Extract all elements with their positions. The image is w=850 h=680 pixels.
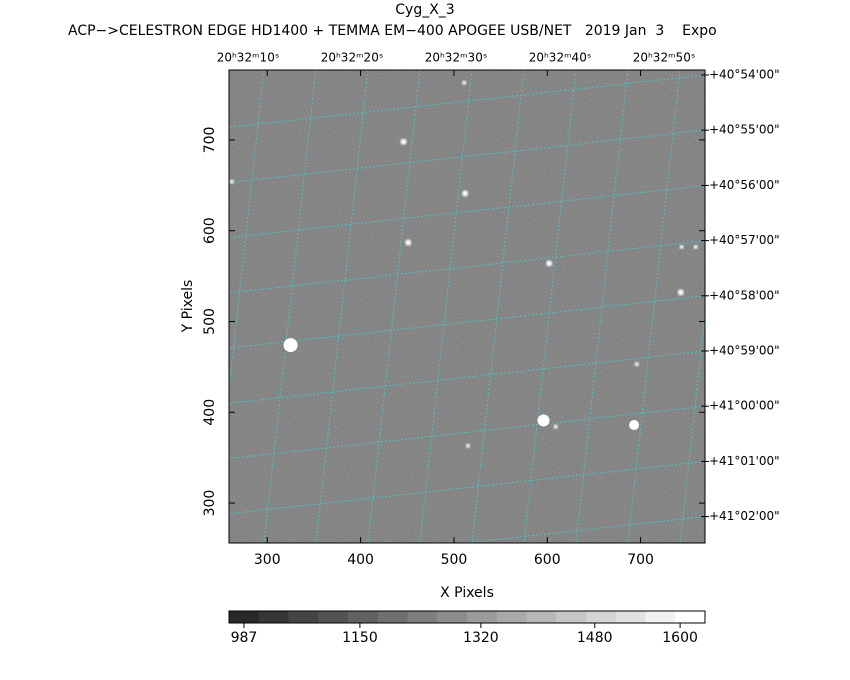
star <box>405 239 412 246</box>
dec-label: +40°54'00" <box>709 68 780 82</box>
colorbar-segment <box>258 611 289 623</box>
chart-title: Cyg_X_3 <box>395 2 454 18</box>
ra-label: 20ʰ32ᵐ30ˢ <box>425 51 488 65</box>
ra-grid-line <box>679 310 705 543</box>
x-tick-label: 700 <box>627 552 654 568</box>
ra-label: 20ʰ32ᵐ20ˢ <box>321 51 384 65</box>
dec-label: +41°01'00" <box>709 454 780 468</box>
ra-label: 20ʰ32ᵐ10ˢ <box>217 51 280 65</box>
colorbar-segment <box>556 611 587 623</box>
star <box>462 190 469 197</box>
colorbar-segment <box>645 611 676 623</box>
y-tick-label: 500 <box>202 308 218 335</box>
ra-grid-line <box>575 70 629 543</box>
colorbar-tick-label: 1150 <box>342 630 378 646</box>
colorbar-segment <box>348 611 379 623</box>
star <box>537 414 550 427</box>
colorbar-segment <box>615 611 646 623</box>
star <box>465 443 470 448</box>
x-tick-label: 600 <box>534 552 561 568</box>
colorbar-segment <box>437 611 468 623</box>
dec-label: +40°55'00" <box>709 123 780 137</box>
x-tick-label: 400 <box>347 552 374 568</box>
dec-label: +40°58'00" <box>709 288 780 302</box>
y-axis-label: Y Pixels <box>180 280 196 334</box>
ra-grid-line <box>263 70 317 543</box>
colorbar-segment <box>586 611 617 623</box>
star <box>634 362 639 367</box>
star <box>283 338 298 353</box>
y-tick-label: 400 <box>202 399 218 426</box>
colorbar-tick-label: 1480 <box>577 630 613 646</box>
colorbar-tick-label: 987 <box>231 630 258 646</box>
dec-label: +40°57'00" <box>709 233 780 247</box>
colorbar-segment <box>377 611 408 623</box>
star <box>677 289 684 296</box>
colorbar-segment <box>496 611 527 623</box>
star <box>679 245 684 250</box>
colorbar-segment <box>229 611 260 623</box>
grid <box>229 70 705 543</box>
colorbar-segment <box>526 611 557 623</box>
x-axis-label: X Pixels <box>440 585 494 601</box>
ra-grid-line <box>419 70 473 543</box>
colorbar-segment <box>318 611 349 623</box>
star <box>400 138 407 145</box>
plot-frame <box>228 69 706 544</box>
ra-label: 20ʰ32ᵐ40ˢ <box>529 51 592 65</box>
x-tick-label: 500 <box>441 552 468 568</box>
y-tick-label: 600 <box>202 217 218 244</box>
ra-grid-line <box>315 70 369 543</box>
colorbar-segment <box>467 611 498 623</box>
stars <box>229 80 698 448</box>
dec-label: +41°02'00" <box>709 509 780 523</box>
colorbar-segment <box>288 611 319 623</box>
chart-subtitle: ACP−>CELESTRON EDGE HD1400 + TEMMA EM−40… <box>68 23 717 39</box>
colorbar-segment <box>407 611 438 623</box>
x-tick-label: 300 <box>254 552 281 568</box>
ra-grid-line <box>523 70 577 543</box>
ra-grid-line <box>471 70 525 543</box>
ra-grid-line <box>367 70 421 543</box>
star <box>546 260 553 267</box>
dec-label: +41°00'00" <box>709 399 780 413</box>
colorbar-segment <box>675 611 706 623</box>
star <box>553 424 558 429</box>
colorbar-tick-label: 1320 <box>463 630 499 646</box>
ra-grid-line <box>627 70 681 543</box>
colorbar-frame <box>228 610 706 624</box>
star <box>462 80 467 85</box>
y-tick-label: 300 <box>202 490 218 517</box>
dec-label: +40°56'00" <box>709 178 780 192</box>
star <box>629 419 640 430</box>
colorbar-tick-label: 1600 <box>662 630 698 646</box>
star <box>693 245 698 250</box>
star <box>229 179 234 184</box>
image-noise <box>229 70 705 543</box>
ra-label: 20ʰ32ᵐ50ˢ <box>633 51 696 65</box>
ra-grid-line <box>229 70 265 393</box>
y-tick-label: 700 <box>202 127 218 154</box>
dec-label: +40°59'00" <box>709 344 780 358</box>
